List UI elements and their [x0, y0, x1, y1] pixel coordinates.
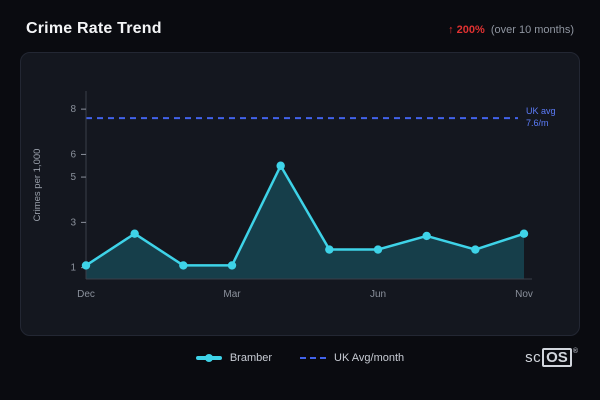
- data-point-marker: [276, 161, 285, 170]
- data-point-marker: [227, 261, 237, 270]
- y-axis-title: Crimes per 1,000: [32, 149, 43, 222]
- data-point-marker: [325, 245, 334, 254]
- logo-prefix: sc: [525, 349, 542, 366]
- registered-mark: ®: [572, 348, 578, 355]
- series-area-fill: [86, 165, 524, 279]
- page-title: Crime Rate Trend: [26, 20, 162, 37]
- y-tick-label: 5: [70, 172, 76, 183]
- data-point-marker: [373, 245, 383, 254]
- data-point-marker: [130, 229, 139, 238]
- data-point-marker: [81, 261, 91, 270]
- y-tick-label: 8: [70, 104, 76, 115]
- data-point-marker: [179, 261, 188, 270]
- trend-percentage: 200%: [456, 24, 485, 36]
- legend-item-uk-avg[interactable]: UK Avg/month: [300, 352, 404, 364]
- crime-trend-line-chart: 1 3 5 6 8 Dec Mar Jun Nov Crimes per 1,000 UK avg 7…: [32, 91, 556, 300]
- chart-footer: Bramber UK Avg/month sc OS ®: [20, 342, 580, 384]
- data-point-marker: [422, 231, 431, 241]
- x-tick-label: Nov: [515, 289, 533, 300]
- uk-avg-value-label: 7.6/m: [526, 118, 549, 128]
- trend-up-arrow-icon: ↑: [448, 24, 454, 36]
- y-tick-label: 3: [70, 217, 76, 228]
- bramber-series-line: [84, 164, 526, 267]
- chart-legend: Bramber UK Avg/month: [20, 352, 580, 364]
- data-point-marker: [471, 245, 480, 254]
- chart-card: 1 3 5 6 8 Dec Mar Jun Nov Crimes per 1,000 UK avg 7…: [20, 52, 580, 336]
- data-point-marker: [519, 229, 529, 238]
- uk-avg-label: UK avg: [526, 106, 556, 116]
- legend-item-bramber[interactable]: Bramber: [195, 352, 273, 364]
- trend-caption: (over 10 months): [490, 24, 574, 36]
- logo-boxed: OS: [542, 348, 572, 367]
- y-tick-label: 6: [70, 149, 76, 160]
- legend-label-bramber: Bramber: [229, 352, 273, 364]
- y-tick-label: 1: [70, 263, 76, 274]
- uk-avg-dash-swatch-icon: [300, 357, 327, 359]
- trend-indicator: ↑ 200% (over 10 months): [448, 24, 574, 36]
- x-tick-label: Dec: [77, 289, 95, 300]
- legend-label-uk-avg: UK Avg/month: [334, 352, 405, 364]
- bramber-line-swatch-icon: [195, 354, 222, 362]
- x-tick-label: Mar: [223, 289, 241, 300]
- scos-logo: sc OS ®: [525, 348, 578, 367]
- x-tick-label: Jun: [370, 289, 386, 300]
- header: Crime Rate Trend ↑ 200% (over 10 months): [20, 16, 580, 38]
